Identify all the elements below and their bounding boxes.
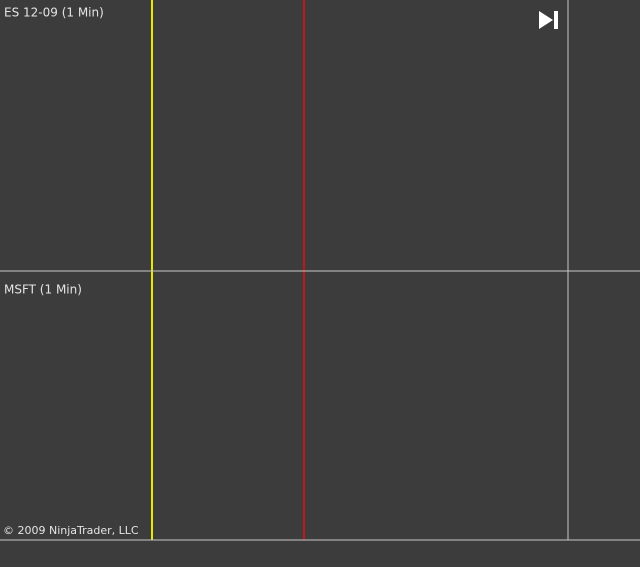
copyright: © 2009 NinjaTrader, LLC <box>3 524 139 537</box>
panel-title: ES 12-09 (1 Min) <box>4 6 104 20</box>
button-arrow <box>539 11 553 29</box>
go-to-end-button[interactable] <box>536 8 562 34</box>
button-bar <box>554 11 558 29</box>
panel-title: MSFT (1 Min) <box>4 283 82 297</box>
